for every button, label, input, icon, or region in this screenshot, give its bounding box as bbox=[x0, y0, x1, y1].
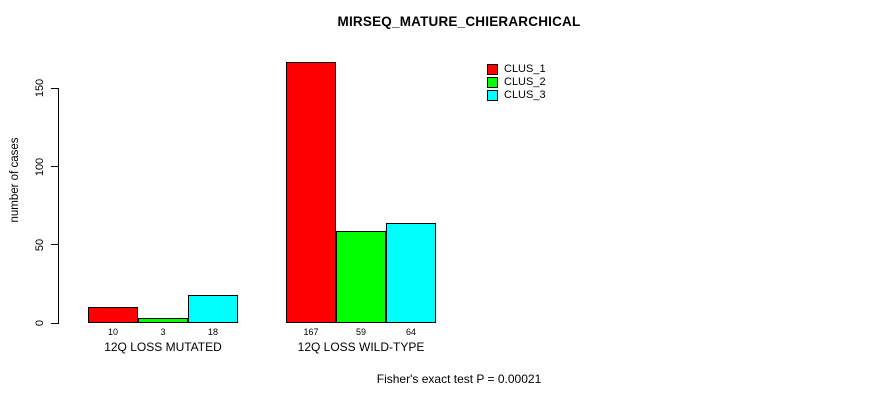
legend-item-clus_3: CLUS_3 bbox=[487, 89, 546, 102]
legend-label: CLUS_2 bbox=[504, 76, 546, 88]
legend-label: CLUS_1 bbox=[504, 63, 546, 75]
legend-swatch-clus_3 bbox=[487, 90, 498, 101]
bar-clus_3-group2 bbox=[386, 223, 436, 323]
bar-clus_3-group1 bbox=[188, 295, 238, 323]
y-axis-tick-label: 150 bbox=[34, 79, 46, 98]
y-axis-tick-label: 50 bbox=[34, 238, 46, 251]
bar-clus_1-group1 bbox=[88, 307, 138, 323]
y-axis-tick bbox=[51, 322, 58, 324]
legend-item-clus_1: CLUS_1 bbox=[487, 63, 546, 76]
bar-value-label: 64 bbox=[405, 327, 416, 337]
y-axis-tick bbox=[51, 244, 58, 246]
bar-clus_2-group2 bbox=[336, 231, 386, 323]
legend-swatch-clus_1 bbox=[487, 64, 498, 75]
x-category-label: 12Q LOSS MUTATED bbox=[104, 340, 222, 354]
bar-value-label: 3 bbox=[160, 327, 166, 337]
y-axis-label: number of cases bbox=[9, 137, 21, 223]
bar-value-label: 59 bbox=[355, 327, 366, 337]
chart-title: MIRSEQ_MATURE_CHIERARCHICAL bbox=[337, 14, 581, 29]
y-axis-line bbox=[58, 88, 59, 324]
y-axis-tick-label: 0 bbox=[34, 319, 46, 327]
legend-label: CLUS_3 bbox=[504, 89, 546, 101]
legend-item-clus_2: CLUS_2 bbox=[487, 76, 546, 89]
bar-value-label: 18 bbox=[207, 327, 218, 337]
legend: CLUS_1 CLUS_2 CLUS_3 bbox=[487, 63, 546, 102]
bar-clus_1-group2 bbox=[286, 62, 336, 323]
legend-swatch-clus_2 bbox=[487, 77, 498, 88]
y-axis-tick bbox=[51, 87, 58, 89]
y-axis-tick-label: 100 bbox=[34, 157, 46, 176]
annotation-text: Fisher's exact test P = 0.00021 bbox=[376, 372, 542, 386]
x-category-label: 12Q LOSS WILD-TYPE bbox=[297, 340, 425, 354]
bar-clus_2-group1 bbox=[138, 318, 188, 323]
y-axis-tick bbox=[51, 166, 58, 168]
bar-value-label: 10 bbox=[107, 327, 118, 337]
bar-value-label: 167 bbox=[303, 327, 319, 337]
